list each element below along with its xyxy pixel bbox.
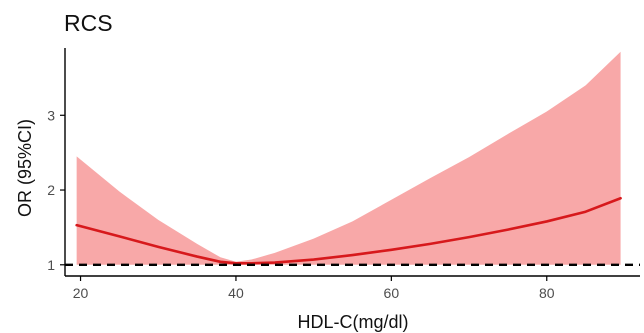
x-tick-label: 40 (228, 285, 244, 301)
chart-title: RCS (64, 10, 113, 36)
confidence-band (76, 51, 621, 265)
x-axis-label: HDL-C(mg/dl) (297, 312, 408, 332)
curve-layer (75, 196, 622, 265)
x-tick-label: 60 (384, 285, 400, 301)
axis-layer: 1 2 3 20 40 60 80 (47, 48, 640, 301)
x-tick-label: 80 (539, 285, 555, 301)
y-axis-label: OR (95%CI) (15, 119, 35, 217)
y-tick-label: 1 (47, 257, 55, 273)
x-tick-label: 20 (73, 285, 89, 301)
y-tick-label: 3 (47, 107, 55, 123)
or-curve (75, 196, 622, 265)
confidence-band-layer (76, 51, 621, 265)
y-tick-label: 2 (47, 182, 55, 198)
